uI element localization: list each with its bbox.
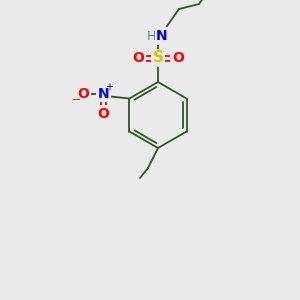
Text: N: N	[98, 86, 109, 100]
Text: O: O	[132, 51, 144, 65]
Text: O: O	[98, 106, 110, 121]
Text: S: S	[152, 50, 164, 65]
Text: +: +	[105, 82, 113, 92]
Text: N: N	[156, 29, 168, 43]
Text: O: O	[172, 51, 184, 65]
Text: H: H	[146, 29, 156, 43]
Text: O: O	[77, 86, 89, 100]
Text: −: −	[72, 95, 81, 106]
